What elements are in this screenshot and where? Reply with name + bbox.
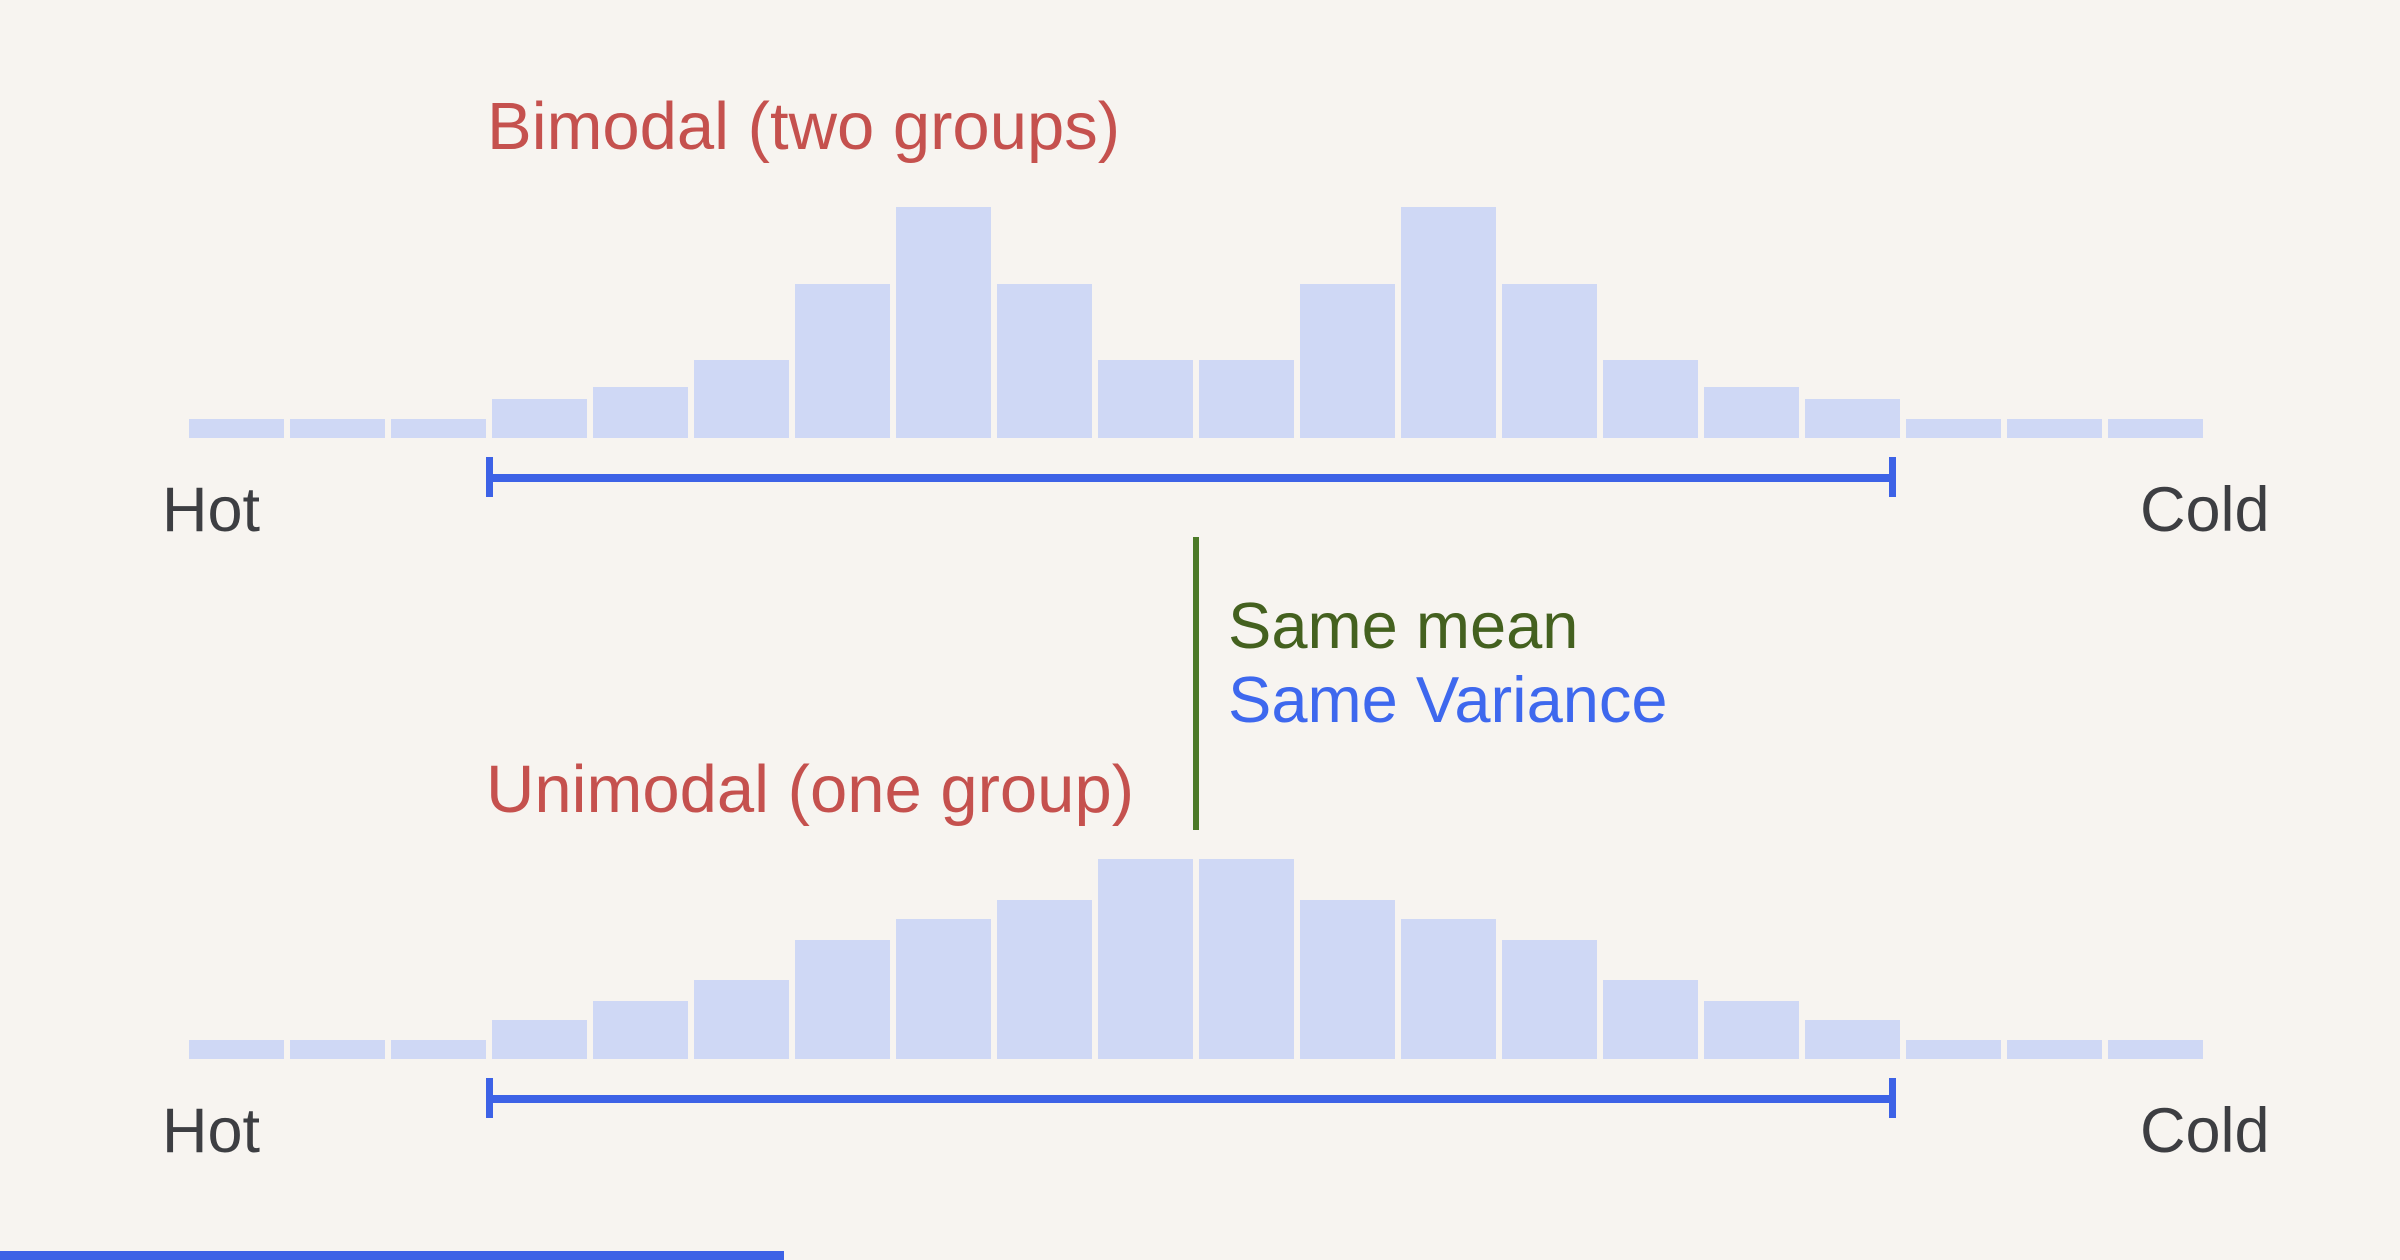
histogram-bar xyxy=(290,419,385,438)
histogram-bar xyxy=(694,980,789,1059)
histogram-bar xyxy=(492,399,587,438)
bracket-line xyxy=(490,474,1893,482)
unimodal-title: Unimodal (one group) xyxy=(486,752,1135,827)
same-mean-line xyxy=(1193,537,1199,830)
histogram-bar xyxy=(391,419,486,438)
cutoff-blue-bar xyxy=(0,1251,784,1260)
histogram-bar xyxy=(1906,1040,2001,1059)
histogram-bar xyxy=(1199,859,1294,1059)
histogram-bar xyxy=(189,1040,284,1059)
histogram-bar xyxy=(189,419,284,438)
histogram-bar xyxy=(1502,940,1597,1059)
histogram-bar xyxy=(2108,1040,2203,1059)
bracket-right-tick xyxy=(1889,1078,1896,1118)
histogram-bar xyxy=(1906,419,2001,438)
histogram-bar xyxy=(1098,360,1193,438)
histogram-bar xyxy=(896,207,991,438)
bracket-left-tick xyxy=(486,1078,493,1118)
bimodal-title: Bimodal (two groups) xyxy=(487,89,1121,164)
histogram-bar xyxy=(1199,360,1294,438)
histogram-bar xyxy=(795,940,890,1059)
histogram-bar xyxy=(1300,900,1395,1059)
histogram-bar xyxy=(2007,1040,2102,1059)
histogram-bar xyxy=(1805,399,1900,438)
histogram-bar xyxy=(492,1020,587,1059)
histogram-bar xyxy=(2007,419,2102,438)
histogram-bar xyxy=(1401,919,1496,1059)
same-mean-label: Same mean xyxy=(1228,589,1579,662)
bimodal-hot-label: Hot xyxy=(162,475,261,545)
unimodal-cold-label: Cold xyxy=(2140,1096,2270,1166)
histogram-bar xyxy=(1805,1020,1900,1059)
bracket-line xyxy=(490,1095,1893,1103)
histogram-bar xyxy=(1704,1001,1799,1059)
histogram-bar xyxy=(997,900,1092,1059)
histogram-bar xyxy=(1098,859,1193,1059)
histogram-bar xyxy=(593,1001,688,1059)
histogram-bar xyxy=(1401,207,1496,438)
histogram-bar xyxy=(290,1040,385,1059)
histogram-bar xyxy=(896,919,991,1059)
bimodal-cold-label: Cold xyxy=(2140,475,2270,545)
histogram-bar xyxy=(1300,284,1395,438)
unimodal-hot-label: Hot xyxy=(162,1096,261,1166)
histogram-bar xyxy=(391,1040,486,1059)
histogram-bar xyxy=(1704,387,1799,438)
histogram-bar xyxy=(694,360,789,438)
histogram-bar xyxy=(1603,980,1698,1059)
same-variance-label: Same Variance xyxy=(1228,663,1668,736)
histogram-bar xyxy=(1603,360,1698,438)
histogram-bar xyxy=(795,284,890,438)
histogram-bar xyxy=(593,387,688,438)
histogram-bar xyxy=(2108,419,2203,438)
bracket-left-tick xyxy=(486,457,493,497)
bracket-right-tick xyxy=(1889,457,1896,497)
histogram-bar xyxy=(997,284,1092,438)
histogram-bar xyxy=(1502,284,1597,438)
